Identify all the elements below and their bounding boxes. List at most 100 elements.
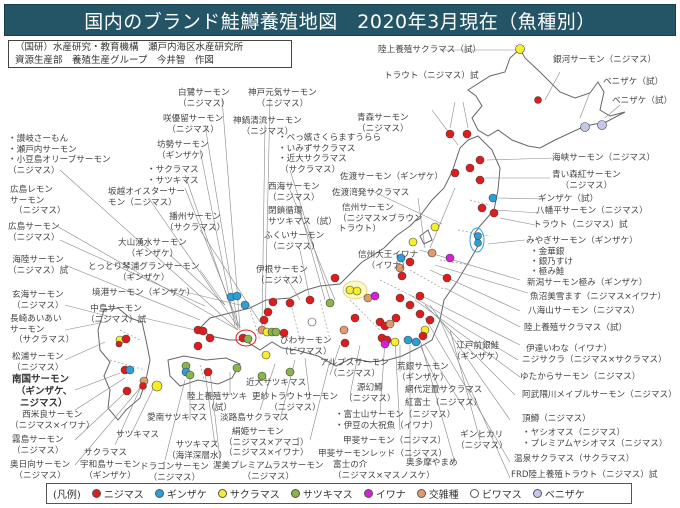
legend: (凡例) ニジマス ギンザケ サクラマス サツキマス イワナ 交雑種 ビワマス …	[46, 483, 632, 504]
legend-item-satsukimasu: サツキマス	[290, 486, 353, 501]
label-banshu: 播州サーモン （サクラマス）	[165, 212, 226, 233]
orange-dot-icon	[416, 489, 426, 498]
credit-line-2: 資源生産部 養殖生産グループ 今井智 作図	[15, 54, 214, 66]
label-tottori: とっとり琴浦グランサーモン （ギンザケ）	[88, 262, 200, 283]
label-matsuura: 松浦サーモン （ニジマス）	[12, 352, 64, 373]
label-sakoshi: 坂越オイスターサー モン（ニジマス）	[108, 187, 185, 208]
magenta-dot-icon	[363, 489, 373, 498]
legend-prefix: (凡例)	[53, 490, 81, 501]
green-dot-icon	[290, 489, 300, 498]
label-sakura: 咲優留サーモン （ニジマス）	[163, 114, 224, 135]
legend-item-hybrid: 交雑種	[416, 486, 459, 501]
label-fujinosuke: 富士の介 （ニジマス×マスノスケ）	[333, 460, 435, 481]
label-kamishiro: 網代定置サクラマス	[405, 385, 483, 395]
label-nishiumi: 西海サーモン （ニジマス）	[268, 182, 320, 203]
title-bar: 国内のブランド鮭鱒養殖地図 2020年3月現在（魚種別）	[4, 4, 676, 36]
farm-markers	[115, 44, 607, 396]
label-genkai: 玄海サーモン （ニジマス）	[12, 290, 64, 311]
label-kuzuryu: 閉鎖循環 サツキマス（試）	[268, 206, 337, 227]
label-niigata: 新潟サーモン極み（ギンザケ）	[527, 278, 648, 288]
label-abukuma: 阿武隈川メイプルサーモン（ニジマス）	[522, 390, 677, 400]
label-kairyu: 海陸サーモン （ニジマス）試	[8, 255, 69, 276]
label-date-iwana: 伊達いわな（イワナ）	[526, 344, 612, 354]
lavender-dot-icon	[532, 489, 542, 498]
label-nijisakura: ニジサクラ（ニジマス×サクラマス）	[522, 355, 667, 365]
label-uwajima: 宇和島サーモン （ギンザケ）	[80, 460, 141, 481]
label-dragon: ドラゴンサーモン （ニジマス）	[140, 462, 209, 483]
label-ginga: 銀河サーモン（ニジマス）	[553, 55, 657, 65]
label-arakawa: 荒銀サーモン （ギンザケ）	[397, 362, 449, 383]
label-benifuji: 紅富士（ニジマス）	[405, 398, 483, 408]
label-koshu-red: 甲斐サーモンレッド（ニジマス）	[318, 449, 447, 459]
label-satsukimasu-kyushu: サツキマス	[116, 430, 159, 440]
label-fujisan: ・富士山サーモン（ニジマス） ・伊豆の大祝魚（イワナ）	[335, 410, 456, 431]
label-satsuki-deep: サツキマス （海洋深層水）	[167, 440, 228, 461]
credit-line-1: （国研）水産研究・教育機構 瀬戸内海区水産研究所	[15, 42, 244, 53]
label-hokkaido-sakura: 陸上養殖サクラマス（試）	[378, 45, 482, 55]
label-alps: アルプスサーモン （ニジマス）	[320, 358, 389, 379]
label-beppin: ・べっ嬪さくらますうらら ・いみずサクラマス ・近大サクラマス （サクラマス）	[278, 133, 382, 175]
page-title: 国内のブランド鮭鱒養殖地図 2020年3月現在（魚種別）	[84, 10, 596, 33]
label-nishimera: 西米良サーモン （ニジマス×イワナ）	[10, 410, 95, 431]
label-shinshu-iwana: 信州大王イワナ （イワナ）	[358, 250, 419, 271]
yellow-dot-icon	[217, 489, 227, 498]
label-okuhyuga: 奥日向サーモン （ニジマス）	[10, 460, 71, 481]
label-koshu: 甲斐サーモン（ニジマス）	[343, 436, 447, 446]
label-chojo: 頂鱒（ニジマス）	[522, 414, 591, 424]
white-dot-icon	[469, 489, 479, 498]
label-uonuma: 魚沼美雪ます（ニジマス×イワナ）	[530, 292, 667, 302]
label-sado-wan: 佐渡湾発サクラマス	[332, 188, 410, 198]
label-sado: 佐渡サーモン（ギンザケ）	[340, 172, 444, 182]
label-trout-aomori: トラウト（ニジマス）試	[384, 71, 479, 81]
kyoto-highlight	[235, 329, 257, 347]
label-benizake-1: ベニザケ（試）	[603, 77, 664, 87]
label-biwa: びわサーモン （ビワマス）	[280, 336, 332, 357]
label-hiroshima-lemon: 広島レモン サーモン （ニジマス）	[10, 185, 66, 216]
credit-box: （国研）水産研究・教育機構 瀬戸内海区水産研究所 資源生産部 養殖生産グループ …	[8, 40, 292, 68]
label-okutama: 奥多摩やまめ	[406, 458, 458, 468]
label-sm: ・サクラマス ・サツキマス	[147, 165, 199, 186]
label-shinshu: 信州サーモン （ニジマス×ブラウン トラウト）	[338, 203, 423, 234]
label-nagasaki: 長崎あいあい サーモン （サクラマス）	[10, 314, 75, 345]
label-ginzake-shi: ギンザケ（試）	[538, 194, 599, 204]
label-sakuramasu-kyushu: サクラマス	[84, 448, 127, 458]
label-awaji: 淡路島サクラマス	[220, 413, 289, 423]
label-rikujo-sakura-2: 陸上養殖サクラマス（試）	[524, 323, 628, 333]
label-kindai-satsuki: 近大サツキマス	[246, 378, 307, 388]
leader-lines	[54, 49, 621, 479]
label-daisen: 大山湧水サーモン （ギンザケ）	[118, 238, 187, 259]
label-nangoku: 南国サーモン （ギンザケ、 ニジマス）	[12, 374, 73, 409]
label-benizake-2: ベニザケ（試）	[612, 96, 673, 106]
label-kinuhime: 絹姫サーモン （ニジマス×アマゴ） （ニジマス×イワナ）	[224, 427, 309, 458]
label-yashio-2: ・プレミアムヤシオマス（ニジマス）	[522, 439, 668, 449]
blue-dot-icon	[154, 489, 164, 498]
label-frd: FRD陸上養殖トラウト（ニジマス）試	[511, 470, 658, 480]
legend-item-sakuramasu: サクラマス	[217, 486, 280, 501]
label-kobe: 神戸元気サーモン （ニジマス）	[248, 88, 317, 109]
legend-item-nijimasu: ニジマス	[91, 486, 144, 501]
label-sakaiminato: 境港サーモン（ギンザケ）	[92, 288, 196, 298]
label-hakkaisan: 八海山サーモン（ニジマス）	[528, 306, 640, 316]
label-kanshiro: 神鍋清流サーモン （ニジマス）	[233, 116, 302, 137]
label-ginhikari: ギンヒカリ （ニジマス）	[456, 430, 508, 451]
label-kirishima: 霧島サーモン （ニジマス）	[12, 435, 64, 456]
label-nakajima: 中島サーモン （ニジマス）試	[86, 304, 147, 325]
label-fukui: ふくいサーモン （ニジマス）	[264, 231, 325, 252]
label-aoimori: 青い森紅サーモン （ニジマス）	[552, 170, 621, 191]
label-sanuki: ・讃岐さーもん ・瀬戸内サーモン ・小豆島オリーブサーモン （ニジマス）	[8, 134, 111, 176]
label-hakusan: 白鷺サーモン （ニジマス）	[178, 88, 230, 109]
label-miyagi: みやぎサーモン（ギンザケ）	[526, 236, 638, 246]
label-kaikyo: 海峡サーモン（ニジマス）	[552, 153, 656, 163]
red-dot-icon	[91, 489, 101, 498]
label-yutakara: ゆたからサーモン（ニジマス）	[520, 372, 641, 382]
coastline	[97, 48, 626, 421]
label-onsen: 温泉サクラマス（サクラマス）	[514, 454, 635, 464]
legend-item-benizake: ベニザケ	[532, 486, 585, 501]
label-sarashina: 更紗トラウトサーモン （ニジマス）	[252, 392, 338, 413]
label-yashio-1: ・ヤシオマス（ニジマス）	[522, 428, 626, 438]
label-trout-iwate: トラウト（ニジマス）試	[533, 220, 628, 230]
label-ine: 伊根サーモン （ニジマス）	[256, 265, 308, 286]
label-hachimantai: 八幡平サーモン（ニジマス）	[536, 206, 648, 216]
label-miyagi-b3: ・極み鮭	[530, 267, 565, 277]
legend-item-ginzake: ギンザケ	[154, 486, 207, 501]
